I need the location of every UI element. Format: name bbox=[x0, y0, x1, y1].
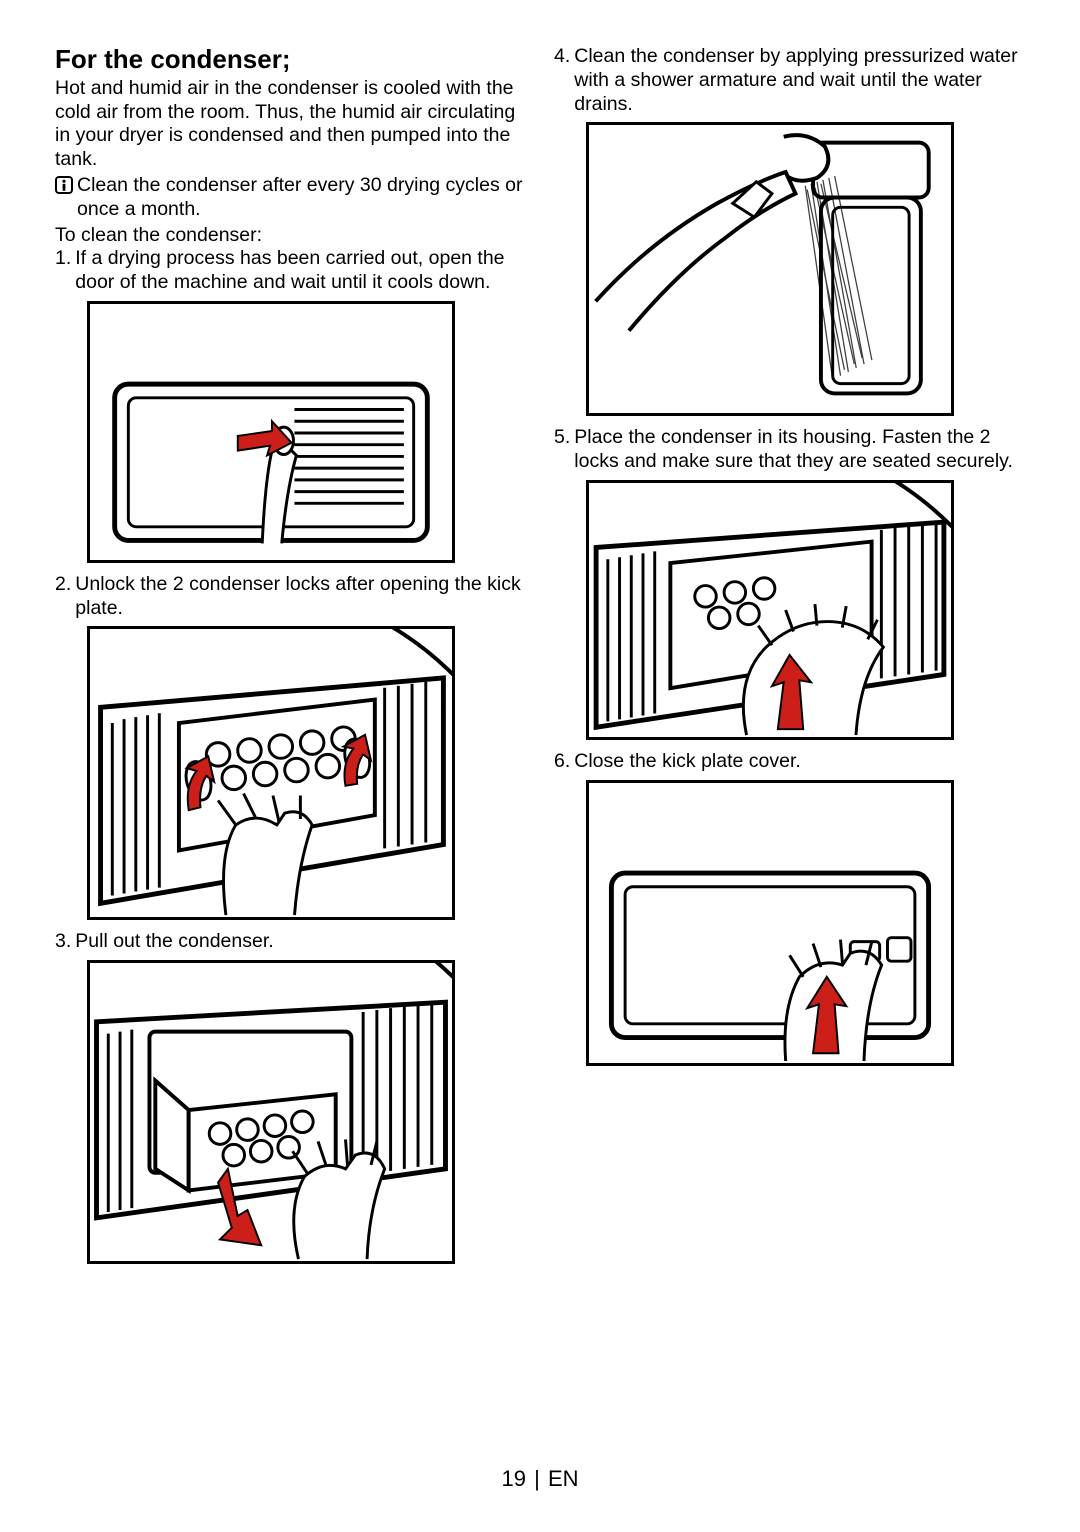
step-number: 2. bbox=[55, 573, 71, 597]
step-1: 1. If a drying process has been carried … bbox=[55, 247, 526, 295]
step-5: 5. Place the condenser in its housing. F… bbox=[554, 426, 1025, 474]
step-text: Close the kick plate cover. bbox=[574, 750, 1025, 774]
step-text: Unlock the 2 condenser locks after openi… bbox=[75, 573, 526, 621]
figure-1 bbox=[87, 301, 455, 563]
page-footer: 19 | EN bbox=[0, 1466, 1080, 1492]
step-text: Place the condenser in its housing. Fast… bbox=[574, 426, 1025, 474]
step-number: 1. bbox=[55, 247, 71, 271]
footer-separator: | bbox=[532, 1466, 542, 1491]
section-heading: For the condenser; bbox=[55, 45, 526, 75]
page-lang: EN bbox=[548, 1466, 579, 1491]
step-6: 6. Close the kick plate cover. bbox=[554, 750, 1025, 774]
right-column: 4. Clean the condenser by applying press… bbox=[554, 45, 1025, 1274]
step-text: Clean the condenser by applying pressuri… bbox=[574, 45, 1025, 116]
subheading: To clean the condenser: bbox=[55, 224, 526, 248]
info-icon bbox=[55, 176, 73, 199]
figure-4 bbox=[586, 122, 954, 416]
figure-6 bbox=[586, 780, 954, 1066]
figure-2 bbox=[87, 626, 455, 920]
intro-paragraph: Hot and humid air in the condenser is co… bbox=[55, 77, 526, 172]
step-number: 4. bbox=[554, 45, 570, 69]
step-text: If a drying process has been carried out… bbox=[75, 247, 526, 295]
content-columns: For the condenser; Hot and humid air in … bbox=[55, 45, 1025, 1274]
step-number: 5. bbox=[554, 426, 570, 450]
figure-5 bbox=[586, 480, 954, 740]
note-text: Clean the condenser after every 30 dryin… bbox=[77, 174, 526, 222]
figure-3 bbox=[87, 960, 455, 1264]
step-4: 4. Clean the condenser by applying press… bbox=[554, 45, 1025, 116]
left-column: For the condenser; Hot and humid air in … bbox=[55, 45, 526, 1274]
step-2: 2. Unlock the 2 condenser locks after op… bbox=[55, 573, 526, 621]
step-3: 3. Pull out the condenser. bbox=[55, 930, 526, 954]
note-row: Clean the condenser after every 30 dryin… bbox=[55, 174, 526, 222]
step-number: 3. bbox=[55, 930, 71, 954]
page-number: 19 bbox=[501, 1466, 525, 1491]
step-number: 6. bbox=[554, 750, 570, 774]
step-text: Pull out the condenser. bbox=[75, 930, 526, 954]
